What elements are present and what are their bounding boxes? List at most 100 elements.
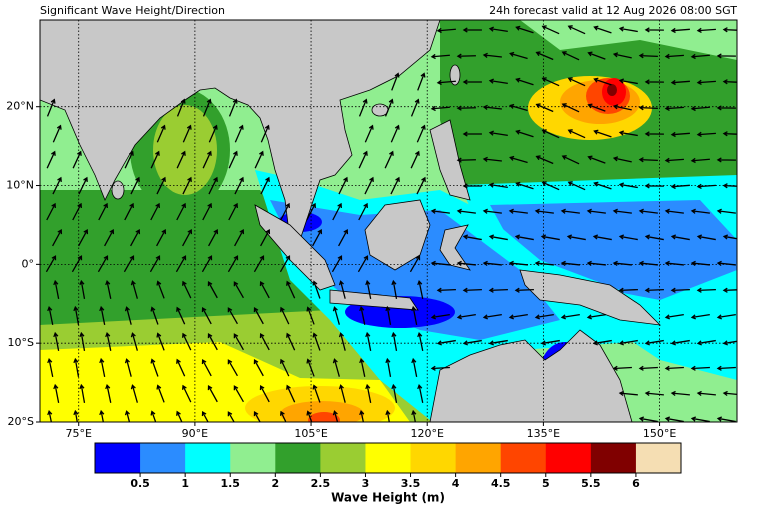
arrow <box>176 202 186 221</box>
arrow <box>150 150 160 169</box>
arrow <box>338 280 346 299</box>
colorbar-bin <box>365 443 412 473</box>
arrow <box>79 279 86 299</box>
arrow <box>417 331 424 351</box>
arrow <box>567 77 586 87</box>
arrow <box>156 332 165 351</box>
arrow <box>561 51 580 61</box>
arrow <box>567 181 586 191</box>
arrow <box>182 124 192 143</box>
colorbar-tick-label: 2.5 <box>311 477 331 490</box>
arrow <box>508 313 528 320</box>
arrow <box>73 305 80 325</box>
arrow <box>182 384 192 403</box>
arrow <box>260 176 270 195</box>
arrow <box>47 357 54 377</box>
arrow <box>638 208 658 214</box>
arrow <box>638 416 658 422</box>
colorbar-frame <box>94 442 682 474</box>
arrow <box>312 228 323 247</box>
arrow <box>365 331 372 351</box>
arrow <box>259 384 270 403</box>
arrow <box>260 124 270 143</box>
arrow <box>385 357 392 377</box>
arrow <box>312 384 321 403</box>
arrow <box>716 53 736 59</box>
x-tick-label: 105°E <box>294 427 327 440</box>
arrow <box>359 305 366 325</box>
arrow <box>690 157 710 164</box>
arrow <box>358 98 368 117</box>
arrow <box>47 305 54 325</box>
arrow <box>456 208 476 214</box>
arrow <box>456 53 476 59</box>
arrow <box>670 79 690 86</box>
x-tick-label: 75°E <box>65 427 91 440</box>
arrow <box>208 176 218 195</box>
arrow <box>488 234 508 241</box>
arrow <box>233 281 244 299</box>
arrow <box>535 155 554 165</box>
colorbar-bin <box>275 443 321 473</box>
grid <box>40 20 737 422</box>
arrow <box>644 27 664 33</box>
arrow <box>560 208 580 214</box>
wave-field <box>153 105 217 195</box>
colorbar-bin <box>545 443 592 473</box>
arrow <box>618 78 638 85</box>
x-tick-label: 150°E <box>643 427 676 440</box>
arrow <box>722 131 737 137</box>
arrow <box>149 255 161 273</box>
arrow <box>338 176 348 195</box>
arrow <box>612 365 632 371</box>
arrow <box>385 409 391 422</box>
arrow <box>105 279 112 299</box>
wave-field <box>607 84 617 96</box>
arrow <box>515 181 534 190</box>
arrow <box>690 313 710 320</box>
arrow <box>391 331 398 351</box>
wave-field <box>490 200 737 300</box>
arrow <box>482 208 502 214</box>
arrow <box>722 27 737 33</box>
arrow <box>488 287 508 293</box>
land <box>429 329 633 422</box>
colorbar-tick-label: 1.5 <box>220 477 240 490</box>
arrow <box>664 208 684 214</box>
arrow <box>71 255 83 273</box>
colorbar-bin <box>635 443 682 473</box>
arrow <box>644 234 664 241</box>
arrow <box>202 202 212 221</box>
arrow <box>130 176 140 195</box>
arrow <box>182 280 192 299</box>
arrow <box>535 51 554 61</box>
arrow <box>98 202 108 221</box>
arrow <box>46 150 56 169</box>
arrow <box>696 390 716 397</box>
land <box>254 204 336 291</box>
arrow <box>567 129 586 139</box>
colorbar-bin <box>185 443 231 473</box>
arrow <box>664 365 684 371</box>
arrow <box>587 155 606 164</box>
arrow <box>233 385 244 403</box>
arrow <box>638 157 658 163</box>
arrow <box>664 105 684 112</box>
colorbar-tick-label: 4 <box>452 477 460 490</box>
colorbar-tick-label: 0.5 <box>130 477 150 490</box>
y-tick-label: 20°S <box>8 415 34 428</box>
arrow <box>207 385 218 403</box>
title: Significant Wave Height/Direction <box>40 4 225 17</box>
arrow <box>358 150 368 169</box>
arrow <box>644 79 664 85</box>
y-tick-label: 10°S <box>8 336 34 349</box>
arrow <box>228 150 238 169</box>
arrow <box>561 155 580 165</box>
arrow <box>515 77 534 86</box>
arrow <box>593 129 612 138</box>
arrow <box>716 313 736 320</box>
arrow <box>540 234 560 241</box>
arrow <box>306 202 316 221</box>
colorbar-tick-label: 1 <box>181 477 189 490</box>
land <box>429 119 471 201</box>
